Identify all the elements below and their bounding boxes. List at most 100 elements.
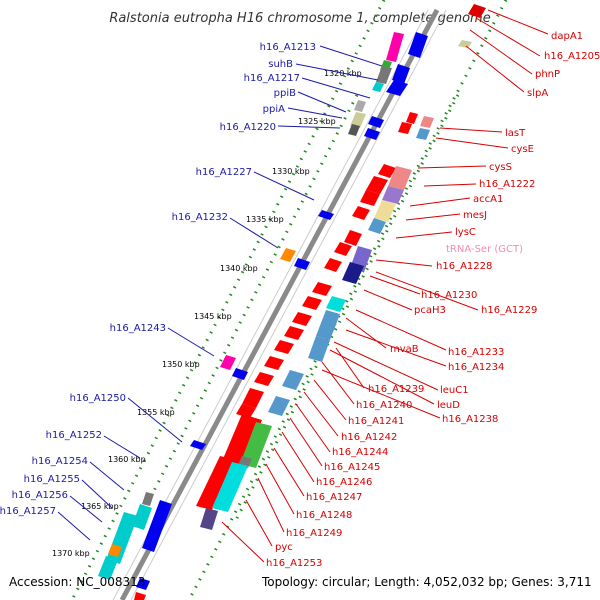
gene-arrow[interactable] [136,578,150,590]
gene-arrow[interactable] [312,282,332,296]
kbp-label: 1335 kbp [246,215,284,224]
gene-block[interactable] [220,355,236,370]
gene-block[interactable] [142,492,154,506]
gene-arrow[interactable] [302,296,322,310]
gene-arrow[interactable] [284,326,304,340]
gene-block[interactable] [106,512,138,564]
gene-label: h16_A1249 [286,528,342,539]
gene-block[interactable] [308,336,330,362]
gene-arrow[interactable] [468,4,486,18]
right-label-group: dapA1 h16_A1205 phnP slpA lasT cysE cysS… [221,9,600,569]
gene-label: h16_A1233 [448,347,504,358]
kbp-label: 1325 kbp [298,117,336,126]
gene-block[interactable] [280,248,296,262]
gene-label: h16_A1238 [442,414,498,425]
gene-block[interactable] [108,544,122,557]
gene-label: h16_A1205 [544,51,600,62]
gene-arrow[interactable] [294,258,310,270]
gene-arrow[interactable] [190,440,206,450]
gene-block[interactable] [326,296,346,312]
trna-label: tRNA-Ser (GCT) [446,244,523,255]
gene-label: dapA1 [551,31,583,42]
gene-block[interactable] [316,310,340,340]
gene-arrow[interactable] [364,128,380,140]
gene-arrow[interactable] [196,456,236,510]
gene-block[interactable] [354,100,366,112]
gene-arrow[interactable] [408,32,428,58]
gene-arrow[interactable] [352,206,370,220]
gene-label: h16_A1242 [341,432,397,443]
gene-block[interactable] [386,32,404,62]
gene-label: h16_A1244 [332,447,388,458]
gene-block[interactable] [268,396,290,416]
gene-arrow[interactable] [292,312,312,326]
left-leader-lines [57,45,383,541]
gene-arrow[interactable] [318,210,334,220]
gene-arrow[interactable] [398,122,412,134]
gene-label: h16_A1239 [368,384,424,395]
gene-arrow[interactable] [236,404,256,418]
gene-label: phnP [535,69,560,80]
gene-label: h16_A1232 [172,212,228,223]
gene-arrow[interactable] [232,368,248,380]
gene-arrow[interactable] [334,242,352,256]
right-features [134,4,486,600]
kbp-label: 1330 kbp [272,167,310,176]
gene-block[interactable] [348,124,360,136]
gene-block[interactable] [368,218,386,234]
gene-label: accA1 [473,194,503,205]
gene-arrow[interactable] [386,80,408,96]
gene-block[interactable] [212,462,248,512]
gene-label: h16_A1252 [46,430,102,441]
gene-block[interactable] [240,422,272,468]
gene-arrow[interactable] [366,176,388,194]
gene-arrow[interactable] [406,112,418,124]
gene-label: h16_A1240 [356,400,412,411]
gene-block[interactable] [420,116,434,128]
kbp-label: 1355 kbp [137,408,175,417]
gene-block[interactable] [98,556,118,580]
track-border-inner-left [137,94,359,521]
gene-label: h16_A1229 [481,305,537,316]
gene-label: h16_A1222 [479,179,535,190]
gene-arrow[interactable] [378,164,396,178]
gene-label: pcaH3 [414,305,446,316]
gene-block[interactable] [200,508,218,530]
gene-arrow[interactable] [368,116,384,128]
gene-block[interactable] [372,82,384,92]
gene-arrow[interactable] [360,190,380,206]
gene-arrow[interactable] [254,372,274,386]
gene-label: h16_A1253 [266,558,322,569]
gene-block[interactable] [374,200,396,222]
kbp-label: 1370 kbp [52,549,90,558]
gene-arrow[interactable] [392,64,410,84]
gene-block[interactable] [416,128,430,140]
gene-block[interactable] [342,262,364,284]
gene-block[interactable] [220,414,262,472]
gene-arrow[interactable] [142,500,172,552]
gene-label: h16_A1248 [296,510,352,521]
gene-label: slpA [527,88,548,99]
gene-block[interactable] [132,504,152,530]
gene-label: h16_A1217 [244,73,300,84]
gene-arrow[interactable] [242,388,264,408]
gene-block[interactable] [388,166,412,190]
gene-label: h16_A1256 [12,490,68,501]
gene-label: h16_A1228 [436,261,492,272]
gene-arrow[interactable] [344,230,362,246]
gene-block[interactable] [382,186,404,204]
gene-arrow[interactable] [324,258,342,272]
gene-label: suhB [268,59,293,70]
gene-label: h16_A1220 [220,122,276,133]
gene-label: h16_A1245 [324,462,380,473]
gene-arrow[interactable] [134,592,146,600]
gene-arrow[interactable] [274,340,294,354]
gene-label: h16_A1257 [0,506,56,517]
gene-arrow[interactable] [264,356,284,370]
gene-label: h16_A1230 [421,290,477,301]
gene-block[interactable] [376,66,392,84]
gene-block[interactable] [350,112,366,128]
gene-block[interactable] [282,370,304,390]
gene-block[interactable] [458,40,472,48]
gene-label: h16_A1250 [70,393,126,404]
